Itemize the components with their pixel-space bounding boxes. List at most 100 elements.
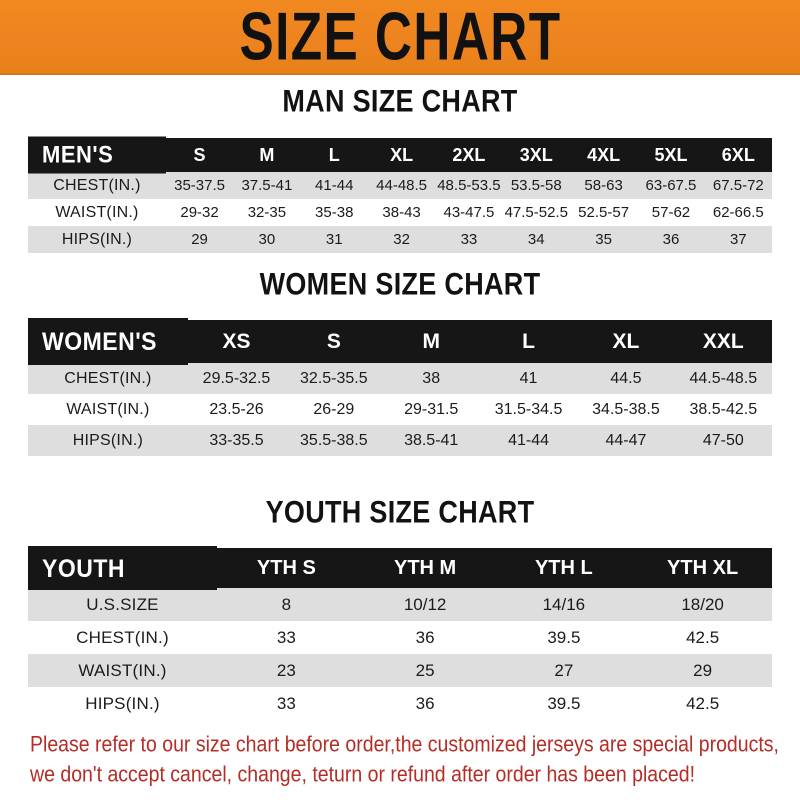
women-table-row: CHEST(IN.) 29.5-32.5 32.5-35.5 38 41 44.5 44.5… <box>28 363 772 394</box>
men-table-row: WAIST(IN.) 29-32 32-35 35-38 38-43 43-47.5 47.… <box>28 199 772 226</box>
men-cell-value: 31 <box>300 226 368 253</box>
men-column-header-xl: XL <box>367 138 436 172</box>
men-cell-value: 32 <box>367 226 436 253</box>
women-table-row: WAIST(IN.) 23.5-26 26-29 29-31.5 31.5-34.5 34… <box>28 394 772 425</box>
youth-cell-value: 36 <box>355 621 495 654</box>
women-cell-value: 23.5-26 <box>187 394 286 425</box>
youth-section-title: YOUTH SIZE CHART <box>265 494 535 530</box>
women-cell-value: 38.5-41 <box>382 425 480 456</box>
youth-cell-value: 33 <box>216 687 356 720</box>
men-cell-value: 67.5-72 <box>704 172 772 199</box>
women-cell-value: 34.5-38.5 <box>577 394 675 425</box>
women-cell-value: 38.5-42.5 <box>674 394 772 425</box>
women-row-label: CHEST(IN.) <box>28 363 188 394</box>
women-cell-value: 29-31.5 <box>382 394 480 425</box>
men-column-header-4xl: 4XL <box>569 138 638 172</box>
youth-cell-value: 10/12 <box>355 588 495 621</box>
women-column-header-s: S <box>285 320 383 363</box>
men-cell-value: 37 <box>704 226 772 253</box>
men-column-header-l: L <box>300 138 368 172</box>
youth-table-body: U.S.SIZE 8 10/12 14/16 18/20 CHEST(IN.) 33 36 39… <box>28 588 772 720</box>
youth-row-label: HIPS(IN.) <box>28 687 217 720</box>
men-table-body: CHEST(IN.) 35-37.5 37.5-41 41-44 44-48.5 48.5… <box>28 172 772 253</box>
men-cell-value: 52.5-57 <box>569 199 638 226</box>
youth-cell-value: 25 <box>355 654 495 687</box>
youth-cell-value: 23 <box>216 654 356 687</box>
men-column-header-5xl: 5XL <box>637 138 705 172</box>
youth-table-row: HIPS(IN.) 33 36 39.5 42.5 <box>28 687 772 720</box>
men-cell-value: 43-47.5 <box>435 199 503 226</box>
men-column-header-s: S <box>165 138 234 172</box>
youth-cell-value: 27 <box>494 654 634 687</box>
youth-column-header-yth-xl: YTH XL <box>633 548 772 588</box>
men-cell-value: 36 <box>637 226 705 253</box>
men-column-header-6xl: 6XL <box>704 138 772 172</box>
youth-table-row: U.S.SIZE 8 10/12 14/16 18/20 <box>28 588 772 621</box>
women-corner-label: WOMEN'S <box>28 317 188 366</box>
men-cell-value: 53.5-58 <box>502 172 570 199</box>
men-row-label: HIPS(IN.) <box>28 226 166 253</box>
men-cell-value: 41-44 <box>300 172 368 199</box>
women-cell-value: 38 <box>382 363 480 394</box>
men-cell-value: 37.5-41 <box>233 172 301 199</box>
youth-row-label: U.S.SIZE <box>28 588 217 621</box>
men-header-row: MEN'S S M L XL 2XL 3XL 4XL 5XL 6XL <box>28 136 772 174</box>
men-cell-value: 47.5-52.5 <box>502 199 570 226</box>
order-policy-note: Please refer to our size chart before or… <box>30 730 779 790</box>
men-size-table: MEN'S S M L XL 2XL 3XL 4XL 5XL 6XL CHEST(IN.) 35-3… <box>28 136 772 253</box>
youth-cell-value: 42.5 <box>633 621 772 654</box>
men-cell-value: 62-66.5 <box>704 199 772 226</box>
men-column-header-m: M <box>233 138 301 172</box>
men-cell-value: 35-37.5 <box>165 172 234 199</box>
youth-table-row: WAIST(IN.) 23 25 27 29 <box>28 654 772 687</box>
men-corner-label: MEN'S <box>28 136 166 174</box>
men-column-header-3xl: 3XL <box>502 138 570 172</box>
men-cell-value: 32-35 <box>233 199 301 226</box>
men-cell-value: 57-62 <box>637 199 705 226</box>
women-cell-value: 44.5 <box>577 363 675 394</box>
man-section-title: MAN SIZE CHART <box>282 83 518 119</box>
men-cell-value: 48.5-53.5 <box>435 172 503 199</box>
women-cell-value: 31.5-34.5 <box>479 394 578 425</box>
men-cell-value: 44-48.5 <box>367 172 436 199</box>
men-column-header-2xl: 2XL <box>435 138 503 172</box>
women-table-row: HIPS(IN.) 33-35.5 35.5-38.5 38.5-41 41-44 44-… <box>28 425 772 456</box>
women-cell-value: 41 <box>479 363 578 394</box>
women-column-header-l: L <box>479 320 578 363</box>
women-cell-value: 26-29 <box>285 394 383 425</box>
women-column-header-xxl: XXL <box>674 320 772 363</box>
men-row-label: CHEST(IN.) <box>28 172 166 199</box>
page-title: SIZE CHART <box>238 0 562 74</box>
youth-cell-value: 42.5 <box>633 687 772 720</box>
women-column-header-xl: XL <box>577 320 675 363</box>
youth-column-header-yth-m: YTH M <box>355 548 495 588</box>
youth-size-table: YOUTH YTH S YTH M YTH L YTH XL U.S.SIZE 8 10/1… <box>28 546 772 720</box>
youth-column-header-yth-s: YTH S <box>216 548 356 588</box>
men-cell-value: 38-43 <box>367 199 436 226</box>
men-cell-value: 29-32 <box>165 199 234 226</box>
youth-cell-value: 33 <box>216 621 356 654</box>
youth-corner-label: YOUTH <box>28 546 217 590</box>
men-cell-value: 34 <box>502 226 570 253</box>
youth-row-label: CHEST(IN.) <box>28 621 217 654</box>
youth-cell-value: 39.5 <box>494 621 634 654</box>
youth-cell-value: 39.5 <box>494 687 634 720</box>
youth-cell-value: 36 <box>355 687 495 720</box>
women-section-title: WOMEN SIZE CHART <box>259 266 541 302</box>
women-cell-value: 44-47 <box>577 425 675 456</box>
women-table-header: WOMEN'S XS S M L XL XXL <box>28 317 772 366</box>
men-cell-value: 33 <box>435 226 503 253</box>
men-cell-value: 63-67.5 <box>637 172 705 199</box>
women-cell-value: 47-50 <box>674 425 772 456</box>
men-table-row: CHEST(IN.) 35-37.5 37.5-41 41-44 44-48.5 48.5… <box>28 172 772 199</box>
men-cell-value: 58-63 <box>569 172 638 199</box>
men-row-label: WAIST(IN.) <box>28 199 166 226</box>
youth-row-label: WAIST(IN.) <box>28 654 217 687</box>
women-cell-value: 32.5-35.5 <box>285 363 383 394</box>
women-size-table: WOMEN'S XS S M L XL XXL CHEST(IN.) 29.5-32.5 32.… <box>28 317 772 456</box>
youth-table-header: YOUTH YTH S YTH M YTH L YTH XL <box>28 546 772 590</box>
men-cell-value: 29 <box>165 226 234 253</box>
youth-cell-value: 29 <box>633 654 772 687</box>
women-table-body: CHEST(IN.) 29.5-32.5 32.5-35.5 38 41 44.5 44.5… <box>28 363 772 456</box>
women-cell-value: 41-44 <box>479 425 578 456</box>
